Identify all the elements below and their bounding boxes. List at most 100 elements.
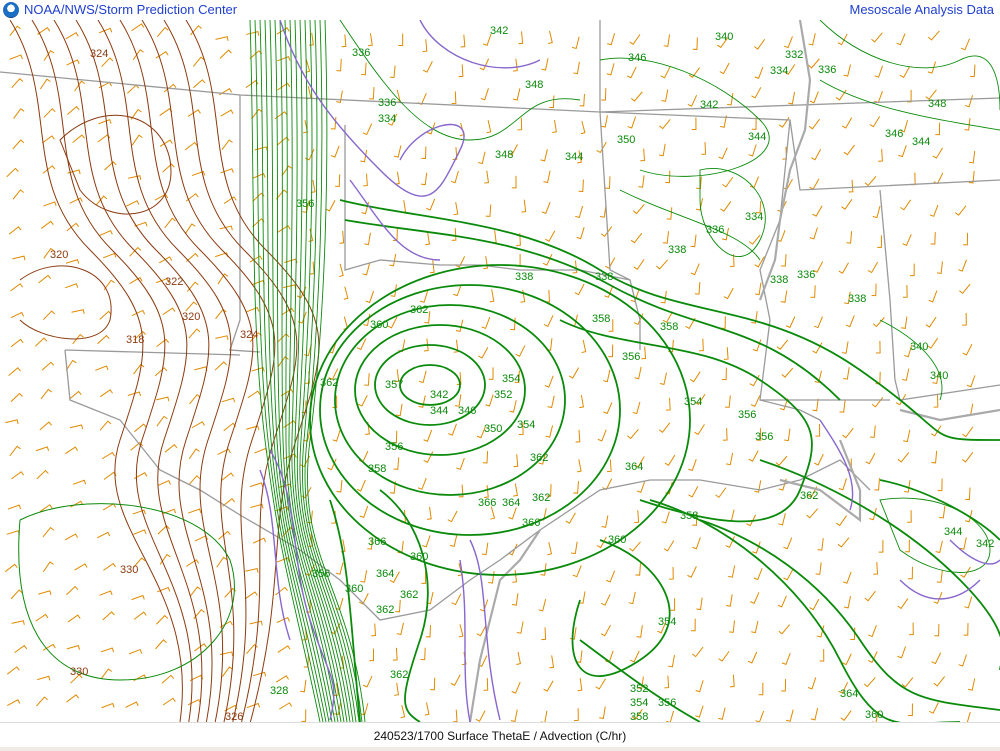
wind-barb [362, 263, 371, 276]
wind-barb [662, 311, 673, 323]
wind-barb [543, 170, 551, 184]
wind-barb [842, 427, 854, 439]
wind-barb [605, 257, 616, 269]
wind-barb [665, 397, 671, 411]
wind-barb [669, 567, 674, 580]
wind-barb [35, 446, 50, 452]
wind-barb [969, 150, 976, 164]
wind-barb [456, 372, 462, 385]
wind-barb [627, 116, 637, 129]
thetae-contour [284, 20, 342, 722]
wind-barb [729, 674, 735, 688]
contour-label: 362 [532, 492, 550, 504]
contour-label: 362 [400, 589, 418, 601]
wind-barb [74, 80, 86, 92]
wind-barb [959, 537, 967, 550]
wind-barb [336, 479, 343, 493]
wind-barb [605, 176, 611, 189]
wind-barb [305, 59, 311, 73]
wind-barb [806, 508, 819, 519]
wind-barb [12, 139, 25, 150]
wind-barb [630, 91, 643, 102]
wind-barb [775, 455, 788, 466]
wind-barb [430, 677, 436, 691]
wind-barb [640, 148, 645, 162]
wind-barb [252, 172, 266, 179]
contour-label: 362 [390, 669, 408, 681]
wind-barb [576, 459, 582, 473]
wind-barb [186, 252, 199, 262]
thetae-contour [18, 503, 235, 681]
wind-barb [162, 307, 176, 316]
wind-barb [748, 234, 761, 245]
contour-label: 338 [668, 244, 686, 256]
wind-barb [65, 32, 79, 40]
wind-barb [965, 487, 971, 501]
wind-barb [778, 513, 786, 526]
wind-barb [814, 370, 822, 384]
wind-barb [39, 421, 53, 431]
noaa-logo [3, 2, 19, 18]
wind-barb [7, 504, 22, 510]
wind-barb [478, 151, 486, 165]
wind-barb [277, 645, 291, 653]
wind-barb [214, 361, 228, 371]
wind-barb [780, 290, 788, 303]
wind-barb [451, 91, 457, 105]
wind-barb [515, 345, 526, 357]
wind-barb [781, 254, 787, 267]
wind-barb [607, 33, 616, 46]
wind-barb [512, 593, 519, 606]
wind-barb [156, 338, 170, 348]
wind-barb [931, 450, 938, 464]
wind-barb [421, 571, 427, 584]
wind-barb [786, 709, 794, 722]
wind-barb [368, 33, 373, 47]
wind-barb [362, 675, 373, 688]
contour-label: 358 [592, 313, 610, 325]
wind-barb [659, 118, 671, 130]
wind-barb [396, 622, 404, 636]
thetae-contour [97, 20, 232, 722]
wind-barb [603, 402, 613, 415]
wind-barb [185, 193, 199, 202]
wind-barb [452, 709, 458, 722]
thetae-contour [53, 20, 203, 722]
contour-label: 344 [565, 151, 583, 163]
wind-barb [543, 315, 554, 327]
wind-barb [280, 388, 294, 397]
wind-barb [843, 367, 850, 380]
wind-barb [188, 475, 201, 486]
wind-barb [361, 62, 367, 76]
wind-barb [389, 481, 396, 494]
wind-barb [186, 559, 200, 567]
wind-barb [548, 30, 553, 45]
wind-barb [747, 651, 758, 664]
wind-barb [422, 535, 431, 548]
wind-barb [222, 498, 236, 507]
wind-barb [695, 680, 704, 693]
wind-barb [758, 682, 764, 696]
wind-barb [904, 480, 911, 493]
wind-barb [481, 317, 491, 330]
thetae-contour [141, 20, 276, 722]
wind-barb [538, 452, 547, 465]
wind-barb [194, 643, 207, 652]
wind-barb [817, 538, 824, 551]
contour-label: 360 [345, 583, 363, 595]
wind-barb [133, 611, 147, 620]
wind-barb [836, 515, 847, 527]
wind-barb [726, 594, 733, 607]
contour-label: 324 [90, 48, 108, 60]
wind-barb [511, 175, 517, 189]
wind-barb [604, 285, 614, 298]
wind-barb [161, 674, 175, 684]
wind-barb [343, 286, 349, 300]
wind-barb [481, 542, 489, 556]
wind-barb [12, 255, 26, 261]
contour-label: 350 [617, 134, 635, 146]
wind-barb [156, 396, 170, 402]
wind-barb [130, 108, 142, 120]
wind-barb [925, 89, 937, 100]
wind-barb [452, 147, 458, 160]
